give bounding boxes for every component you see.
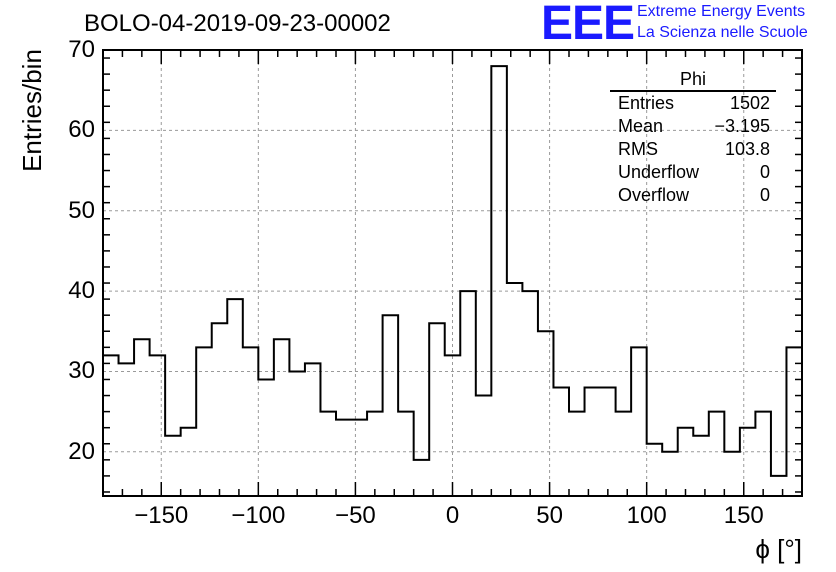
- logo-caption-line2: La Scienza nelle Scuole: [637, 24, 808, 41]
- stats-label: Mean: [618, 116, 664, 136]
- stats-value: 103.8: [724, 139, 770, 159]
- y-tick-label: 50: [68, 196, 95, 224]
- x-tick-label: 150: [723, 502, 764, 529]
- y-tick-label: 30: [68, 357, 95, 385]
- x-tick-label: −50: [335, 502, 376, 529]
- stats-value: 1502: [729, 93, 770, 113]
- plot-frame: [102, 49, 803, 497]
- x-axis-label: ϕ [°]: [755, 534, 802, 564]
- stats-row: Mean −3.195: [610, 115, 776, 138]
- y-axis-label: Entries/bin: [17, 49, 47, 172]
- chart-title: BOLO-04-2019-09-23-00002: [84, 10, 391, 37]
- axis-ticks: [103, 50, 802, 496]
- stats-row: Underflow 0: [610, 161, 776, 184]
- y-tick-label: 20: [68, 437, 95, 465]
- stats-row: Entries 1502: [610, 92, 776, 115]
- x-tick-label: −100: [231, 502, 286, 529]
- y-tick-label: 40: [68, 277, 95, 305]
- y-tick-label: 60: [68, 116, 95, 144]
- stats-label: RMS: [618, 139, 658, 159]
- logo-caption-line1: Extreme Energy Events: [637, 3, 806, 20]
- stats-label: Entries: [618, 93, 675, 113]
- x-tick-label: 0: [445, 502, 460, 529]
- x-tick-label: −150: [134, 502, 189, 529]
- stats-label: Overflow: [618, 185, 690, 205]
- stats-label: Underflow: [618, 162, 700, 182]
- stats-box: Phi Entries 1502 Mean −3.195 RMS 103.8 U…: [610, 68, 776, 207]
- x-tick-label: 100: [626, 502, 667, 529]
- stats-value: 0: [759, 162, 770, 182]
- y-tick-label: 70: [68, 36, 95, 63]
- histogram-series-phi: [103, 65, 803, 477]
- stats-value: 0: [759, 185, 770, 205]
- eee-logo: EEE: [541, 0, 635, 50]
- x-tick-label: 50: [536, 502, 563, 529]
- stats-row: Overflow 0: [610, 184, 776, 207]
- stats-row: RMS 103.8: [610, 138, 776, 161]
- stats-value: −3.195: [714, 116, 770, 136]
- stats-title: Phi: [610, 68, 776, 92]
